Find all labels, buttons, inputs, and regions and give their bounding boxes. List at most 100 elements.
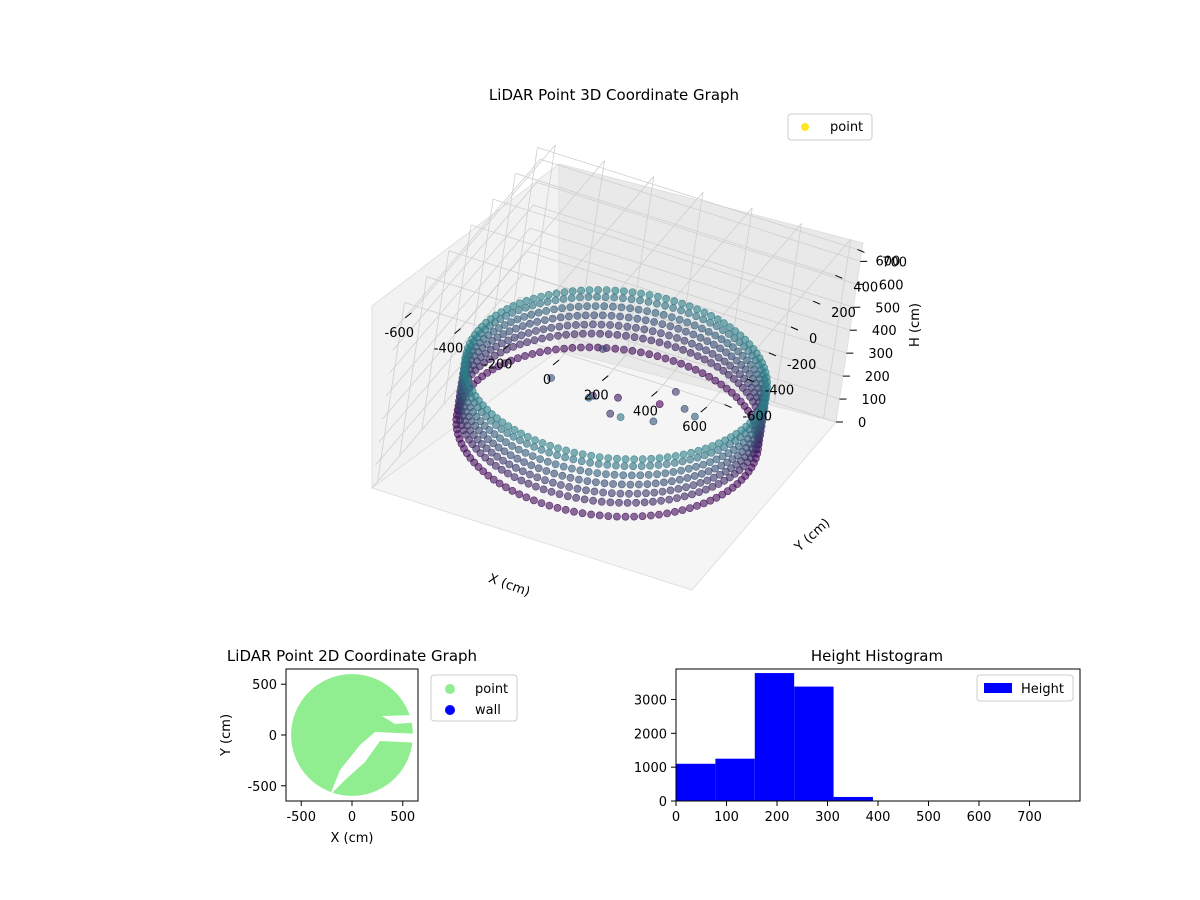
point-3d-470 xyxy=(492,414,501,423)
point-3d-456 xyxy=(487,410,496,418)
legend-3d: point xyxy=(787,113,873,141)
point-3d-210 xyxy=(677,359,685,368)
point-3d-759 xyxy=(678,457,687,466)
point-3d-523 xyxy=(508,486,517,495)
point-3d-499 xyxy=(504,422,513,431)
point-3d-298 xyxy=(722,348,730,357)
legend-2d-marker-wall xyxy=(445,705,455,715)
point-3d-778 xyxy=(660,478,668,487)
point-3d-188 xyxy=(670,297,679,305)
point-3d-567 xyxy=(533,473,542,482)
point-3d-686 xyxy=(709,473,718,482)
point-3d-637 xyxy=(573,484,582,493)
point-3d-613 xyxy=(562,446,570,455)
point-3d-6 xyxy=(560,288,569,297)
point-3d-74 xyxy=(600,302,609,311)
point-3d-540 xyxy=(520,458,528,466)
point-3d-62 xyxy=(594,286,602,294)
point-3d-66 xyxy=(518,322,527,330)
point-3d-705 xyxy=(613,512,621,521)
point-3d-198 xyxy=(673,334,681,342)
histogram-bar-0 xyxy=(676,763,716,801)
point-3d-76 xyxy=(602,286,611,295)
point-3d-729 xyxy=(690,472,699,480)
point-3d-664 xyxy=(589,496,597,505)
point-3d-750 xyxy=(643,480,652,488)
point-3d-612 xyxy=(561,453,569,462)
point-3d-768 xyxy=(663,509,671,518)
point-3d-243 xyxy=(698,324,706,333)
y-tick-3d-6: 600 xyxy=(875,254,900,269)
point-3d-57 xyxy=(587,329,596,338)
point-3d-706 xyxy=(615,498,623,507)
grid-back-y-3 xyxy=(443,224,472,405)
y-axis-label-3d: Y (cm) xyxy=(791,516,833,556)
point-3d-99 xyxy=(613,330,622,339)
point-3d-773 xyxy=(670,458,679,467)
point-3d-102 xyxy=(617,303,626,312)
y-tickmark-3d-1 xyxy=(746,378,754,383)
point-3d-216 xyxy=(685,302,694,311)
x-tickmark-3d-2 xyxy=(503,343,511,350)
point-3d-197 xyxy=(671,343,680,352)
point-3d-740 xyxy=(678,506,687,514)
point-3d-16 xyxy=(563,321,572,330)
legend-2d-label-point: point xyxy=(475,682,508,697)
point-3d-155 xyxy=(647,336,656,345)
point-3d-15 xyxy=(562,330,570,339)
point-3d-310 xyxy=(547,374,555,382)
point-3d-451 xyxy=(481,453,490,462)
point-3d-118 xyxy=(628,288,637,297)
point-3d-44 xyxy=(580,320,589,329)
y-tick-hist-0: 0 xyxy=(659,795,667,810)
point-3d-36 xyxy=(530,336,539,345)
point-3d-171 xyxy=(658,320,667,328)
point-3d-623 xyxy=(565,483,573,491)
point-3d-131 xyxy=(636,296,644,305)
point-3d-140 xyxy=(637,348,645,357)
legend-histogram-frame xyxy=(976,674,1074,702)
y-tickmark-3d-3 xyxy=(790,326,799,331)
point-3d-526 xyxy=(513,454,522,463)
z-tick-3d-0: 0 xyxy=(858,416,866,431)
point-3d-598 xyxy=(553,451,561,460)
point-3d-32 xyxy=(574,302,583,311)
point-3d-493 xyxy=(495,479,504,488)
point-3d-77 xyxy=(507,356,515,365)
histogram-bars xyxy=(676,673,873,801)
point-3d-21 xyxy=(536,348,544,357)
point-3d-159 xyxy=(653,299,661,308)
point-3d-683 xyxy=(604,454,613,462)
point-3d-539 xyxy=(518,467,527,476)
point-3d-59 xyxy=(590,311,599,320)
y-tick-3d-5: 400 xyxy=(853,280,878,295)
point-3d-640 xyxy=(577,457,586,466)
point-3d-56 xyxy=(585,343,594,352)
point-3d-217 xyxy=(598,345,607,353)
point-3d-103 xyxy=(619,294,627,303)
x-tickmark-3d-6 xyxy=(700,406,708,413)
point-3d-143 xyxy=(641,316,650,325)
histogram-bar-3 xyxy=(794,686,834,801)
point-3d-595 xyxy=(549,478,557,487)
point-3d-712 xyxy=(693,501,701,510)
point-3d-3 xyxy=(556,313,565,322)
point-3d-270 xyxy=(710,340,718,349)
point-3d-60 xyxy=(591,302,600,310)
point-3d-746 xyxy=(687,448,696,457)
point-3d-780 xyxy=(662,460,671,468)
point-3d-714 xyxy=(696,478,705,487)
point-3d-748 xyxy=(640,498,649,507)
point-3d-35 xyxy=(528,350,537,358)
grid-z-6 xyxy=(392,181,857,351)
point-3d-681 xyxy=(602,470,610,478)
point-3d-653 xyxy=(584,467,593,476)
grid-back-y-1 xyxy=(399,276,428,456)
point-3d-693 xyxy=(607,489,616,498)
point-3d-707 xyxy=(616,489,625,498)
point-3d-130 xyxy=(634,305,643,314)
point-3d-79 xyxy=(510,333,519,342)
point-3d-680 xyxy=(600,479,609,488)
legend-3d-label: point xyxy=(830,120,863,135)
point-3d-769 xyxy=(665,495,674,504)
